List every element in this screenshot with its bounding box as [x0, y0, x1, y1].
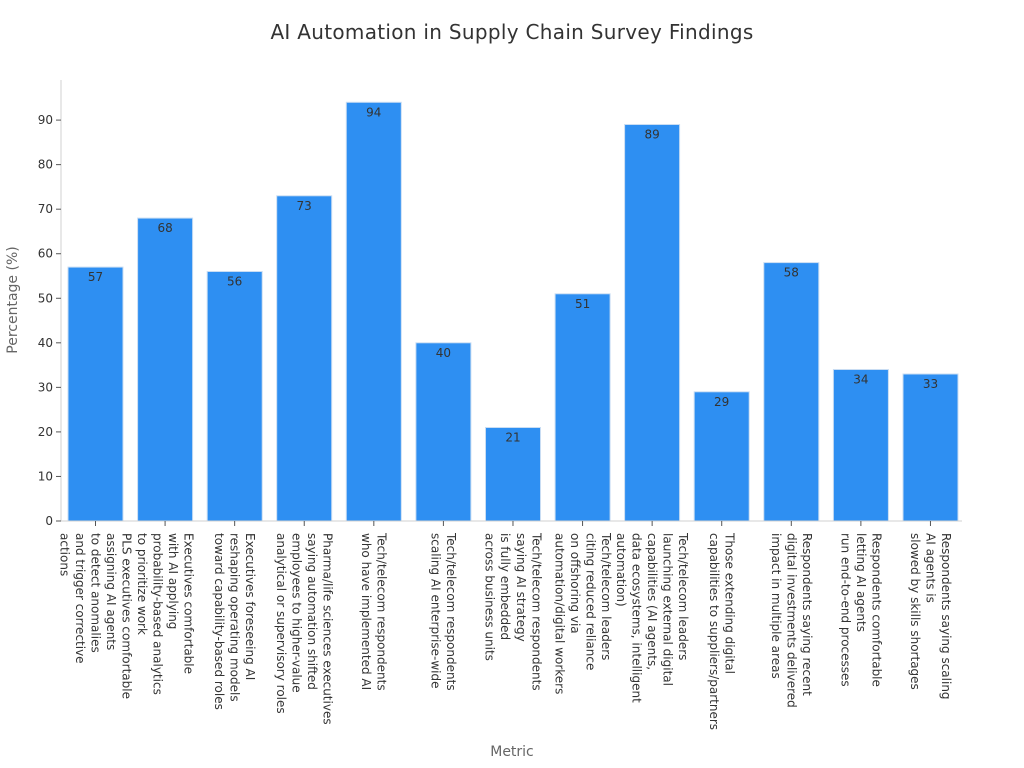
category-label-line: Respondents saying scaling — [939, 533, 953, 700]
data-label: 73 — [297, 199, 312, 213]
data-label: 94 — [366, 105, 381, 119]
y-tick-label: 40 — [38, 336, 53, 350]
category-label-line: Tech/telecom respondents — [529, 532, 543, 691]
y-axis-title: Percentage (%) — [5, 246, 21, 353]
data-label: 40 — [436, 346, 451, 360]
bar — [485, 427, 541, 522]
data-label: 68 — [157, 221, 172, 235]
data-label: 33 — [923, 377, 938, 391]
bar — [554, 293, 611, 522]
y-tick-label: 50 — [38, 291, 53, 305]
category-label-line: is fully embedded — [498, 533, 512, 640]
y-tick-label: 20 — [38, 425, 53, 439]
category-label-line: Respondents comfortable — [869, 533, 883, 687]
category-label-line: on offshoring via — [568, 533, 582, 634]
category-label-line: citing reduced reliance — [583, 533, 597, 670]
category-label-line: letting AI agents — [854, 533, 868, 632]
x-axis-title: Metric — [490, 744, 534, 760]
category-label-line: digital investments delivered — [784, 533, 798, 708]
bar — [137, 217, 194, 522]
data-label: 58 — [784, 266, 799, 280]
category-label-line: Respondents saying recent — [800, 533, 814, 696]
category-label-line: Executives comfortable — [181, 533, 195, 674]
category-label-line: launching external digital — [661, 533, 675, 686]
axes-group: 0 10 20 30 40 50 60 70 80 90 PLS executives comfor… — [38, 80, 962, 730]
bars-group: 57 68 56 73 94 40 21 51 89 29 58 34 33 — [67, 101, 959, 522]
category-label-line: automation/digital workers — [552, 533, 566, 694]
bar — [902, 373, 959, 522]
bar — [276, 195, 333, 522]
category-label-line: AI agents is — [924, 533, 938, 603]
category-label-line: toward capability-based roles — [212, 533, 226, 710]
bar — [206, 271, 263, 522]
category-label-line: Those extending digital — [723, 532, 737, 674]
category-label-line: who have implemented AI — [359, 533, 373, 690]
category-label-line: assigning AI agents — [104, 533, 118, 650]
category-label-line: Tech/telecom respondents — [444, 532, 458, 691]
y-tick-label: 80 — [38, 158, 53, 172]
bar — [415, 342, 472, 522]
y-tick-label: 30 — [38, 380, 53, 394]
category-label-line: probability-based analytics — [150, 533, 164, 695]
data-label: 34 — [853, 373, 868, 387]
bar — [693, 391, 750, 522]
category-label-line: Tech/telecom respondents — [375, 532, 389, 691]
y-tick-label: 70 — [38, 202, 53, 216]
category-label-line: and trigger corrective — [73, 533, 87, 664]
category-label-line: to detect anomalies — [89, 533, 103, 653]
y-tick-label: 10 — [38, 469, 53, 483]
category-label-line: capabilities to suppliers/partners — [707, 533, 721, 730]
category-label-line: Executives foreseeing AI — [243, 533, 257, 680]
data-label: 56 — [227, 275, 242, 289]
data-label: 51 — [575, 297, 590, 311]
category-label-line: actions — [58, 533, 72, 576]
y-tick-label: 0 — [45, 514, 53, 528]
category-label-line: to prioritize work — [135, 533, 149, 635]
data-label: 21 — [505, 431, 520, 445]
category-label-line: reshaping operating models — [228, 533, 242, 702]
bar — [345, 101, 402, 522]
chart-title: AI Automation in Supply Chain Survey Fin… — [270, 20, 754, 44]
category-label-line: impact in multiple areas — [769, 533, 783, 679]
bar — [763, 262, 820, 522]
category-label-line: saying AI strategy — [514, 533, 528, 642]
category-label-line: scaling AI enterprise-wide — [429, 533, 443, 688]
y-tick-label: 60 — [38, 247, 53, 261]
category-label-line: PLS executives comfortable — [120, 533, 134, 699]
category-label-line: run end-to-end processes — [838, 533, 852, 687]
category-label-line: capabilities (AI agents, — [645, 533, 659, 670]
category-label-line: data ecosystems, intelligent — [630, 533, 644, 703]
bar — [67, 266, 124, 522]
category-label-line: Tech/telecom leaders — [676, 532, 690, 660]
category-label-line: automation) — [614, 533, 628, 607]
category-label-line: Pharma/life sciences executives — [321, 533, 335, 725]
data-label: 57 — [88, 270, 103, 284]
y-tick-label: 90 — [38, 113, 53, 127]
category-label-line: with AI applying — [166, 533, 180, 629]
category-label-line: across business units — [483, 533, 497, 661]
data-label: 29 — [714, 395, 729, 409]
category-label-line: slowed by skills shortages — [908, 533, 922, 690]
data-label: 89 — [644, 128, 659, 142]
bar — [832, 369, 889, 522]
category-label-line: analytical or supervisory roles — [274, 533, 288, 714]
bar — [624, 124, 681, 522]
category-label-line: saying automation shifted — [305, 533, 319, 690]
category-label-line: Tech/telecom leaders — [599, 532, 613, 660]
category-label-line: employees to higher-value — [289, 533, 303, 693]
